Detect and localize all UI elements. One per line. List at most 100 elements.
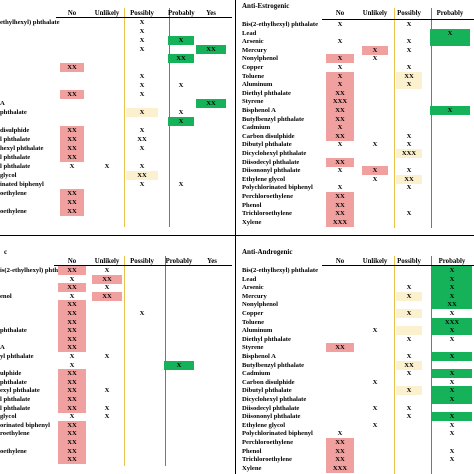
cell-no: XX — [326, 192, 354, 201]
table-row: XX — [0, 317, 232, 327]
cell-possibly: X — [139, 310, 145, 317]
row-label: Butylbenzyl phthalate — [242, 361, 305, 369]
cell-possibly: X — [139, 91, 145, 98]
panel-top-right: Anti-Estrogenic No Unlikely Possibly Probabl… — [238, 0, 474, 232]
table-row: Ethylene glycol X X — [238, 421, 474, 430]
probably-divider — [431, 8, 432, 229]
cell-no: X — [337, 21, 343, 28]
cell-probably: X — [449, 421, 455, 429]
cell-no: XX — [60, 189, 84, 198]
row-label: l phthalate — [0, 154, 31, 161]
row-label: Toluene — [242, 318, 265, 326]
cell-unlikely — [92, 99, 122, 108]
table-row: hexyl phthalate XX X — [0, 144, 232, 153]
row-label: ulphide — [0, 370, 22, 378]
table-row: Phenol XX — [238, 200, 474, 210]
cell-possibly: X — [139, 73, 145, 80]
cell-probably: X — [168, 36, 194, 45]
cell-yes — [196, 180, 226, 189]
table-row: Diisononyl phthalate X X X — [238, 166, 474, 176]
cell-unlikely — [92, 81, 122, 90]
table-row: l phthalate X X X — [0, 162, 232, 171]
table-row: X — [0, 27, 232, 36]
cell-yes — [196, 18, 226, 27]
cell-no: XX — [326, 343, 354, 353]
table-row: Dicyclohexyl phthalate X — [238, 395, 474, 404]
cell-no — [60, 45, 84, 54]
table-row: Diethyl phthalate X X — [238, 335, 474, 344]
table-row: l phthalate XX XX — [0, 135, 232, 144]
column-header-yes: Yes — [206, 10, 216, 17]
cell-probably: X — [430, 28, 470, 38]
cell-unlikely — [92, 27, 122, 36]
table-row: oethylene XX — [0, 207, 232, 216]
row-label: Bisphenol A — [242, 353, 276, 360]
column-header-unlikely: Unlikely — [94, 258, 120, 265]
cell-possibly: X — [139, 163, 145, 170]
cell-probably: XX — [432, 300, 472, 310]
table-row: yl phthalate X X — [0, 352, 232, 361]
table-row: ethylhexyl) phthalate X — [0, 18, 232, 27]
table-row: Toluene XXX — [238, 317, 474, 327]
cell-yes — [196, 198, 226, 207]
cell-yes — [196, 171, 226, 180]
cell-possibly: X — [139, 82, 145, 89]
row-label: Butylbenzyl phthalate — [242, 115, 305, 123]
cell-yes — [196, 27, 226, 36]
cell-probably — [168, 189, 194, 198]
table-row: Bisphenol A X X — [238, 352, 474, 361]
panel-bottom-right: Anti-Androgenic No Unlikely Possibly Probabl… — [238, 238, 474, 474]
cell-no: X — [337, 430, 343, 438]
row-label: hexyl phthalate — [0, 145, 44, 152]
column-header-yes: Yes — [207, 258, 217, 265]
table-row: Ethylene glycol X XX — [238, 174, 474, 184]
row-label: Ethylene glycol — [242, 421, 286, 429]
table-row: Nonylphenol XX — [238, 300, 474, 310]
cell-probably: X — [449, 378, 455, 386]
cell-unlikely — [92, 72, 122, 81]
cell-no: XX — [326, 114, 354, 124]
cell-probably — [168, 45, 194, 54]
column-header-possibly: Possibly — [130, 258, 154, 265]
cell-possibly — [126, 63, 158, 72]
row-label: exyl phthalate — [0, 387, 40, 395]
table-row: Bisphenol A XX X — [238, 106, 474, 115]
cell-no: XX — [326, 131, 354, 141]
row-label: glycol — [0, 413, 17, 421]
row-label: Perchloroethylene — [242, 439, 294, 446]
cell-no — [60, 27, 84, 36]
column-header-unlikely: Unlikely — [94, 10, 120, 17]
table-row: Trichloroethylene XX X — [238, 455, 474, 465]
cell-yes — [196, 189, 226, 198]
cell-unlikely — [92, 207, 122, 216]
row-label: is(2-ethylhexyl) phthalate — [0, 267, 72, 274]
cell-unlikely: X — [372, 378, 378, 386]
table-row: Xylene XXX — [238, 463, 474, 473]
row-label: Carbon disulphide — [242, 378, 295, 386]
table-row: Aluminum X X — [238, 326, 474, 336]
row-label: Dicyclohexyl phthalate — [242, 150, 307, 157]
panel-title: Anti-Estrogenic — [242, 2, 290, 10]
cell-possibly: XX — [126, 171, 158, 180]
cell-unlikely: X — [362, 45, 388, 55]
cell-no: XX — [60, 207, 84, 216]
cell-no: X — [69, 292, 75, 300]
cell-unlikely — [92, 108, 122, 117]
cell-unlikely: X — [372, 55, 378, 63]
table-row: Carbon disulphide X X — [238, 378, 474, 387]
row-label: Dicyclohexyl phthalate — [242, 396, 307, 403]
cell-no: XX — [58, 326, 86, 336]
cell-probably — [168, 153, 194, 162]
cell-unlikely — [362, 218, 388, 227]
cell-probably — [168, 171, 194, 180]
row-label: phthalate — [0, 327, 27, 335]
cell-unlikely: X — [104, 387, 110, 395]
table-row: l phthalate XX — [0, 395, 232, 404]
table-row: Arsenic X X — [238, 37, 474, 47]
cell-probably: X — [449, 310, 455, 317]
possibly-divider — [124, 256, 125, 466]
cell-possibly: XX — [396, 360, 422, 370]
